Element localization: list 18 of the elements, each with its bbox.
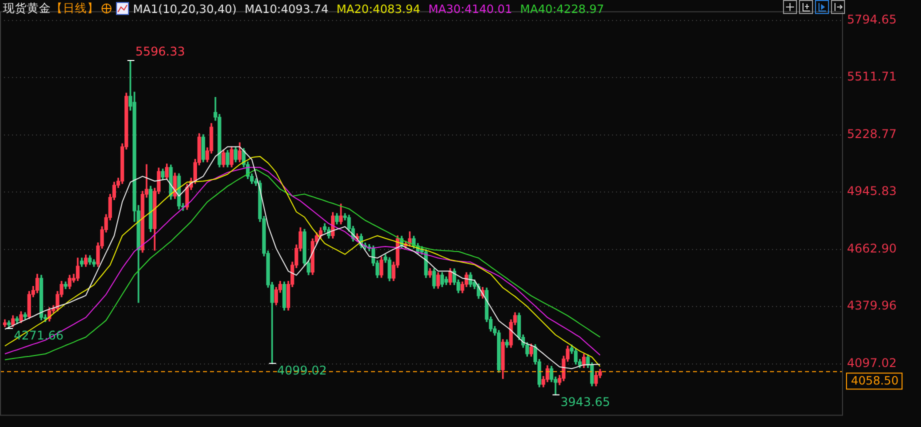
- chart-subtitle: 【日线】: [51, 1, 99, 16]
- annotation: 3943.65: [560, 394, 610, 409]
- annotation: 5596.33: [135, 44, 186, 59]
- chart-title: 现货黄金: [3, 1, 51, 16]
- text: MA40:4228.97: [520, 2, 604, 16]
- y-tick-label: 5511.71: [847, 70, 897, 84]
- ref-line-label: 4058.50: [851, 374, 899, 388]
- annotation: 4099.02: [277, 364, 327, 378]
- text: MA30:4140.01: [428, 2, 512, 16]
- y-tick-label: 5228.77: [847, 126, 897, 141]
- annotation: MA1(10,20,30,40): [133, 2, 237, 16]
- y-tick-label: 4097.02: [847, 356, 897, 370]
- text: MA10:4093.74: [244, 2, 328, 16]
- text: MA20:4083.94: [336, 2, 420, 16]
- y-tick-label: 4945.83: [847, 184, 897, 198]
- y-tick-label: 4379.96: [847, 298, 897, 313]
- y-tick-label: 4662.90: [847, 241, 897, 256]
- y-tick-label: 5794.65: [847, 12, 897, 26]
